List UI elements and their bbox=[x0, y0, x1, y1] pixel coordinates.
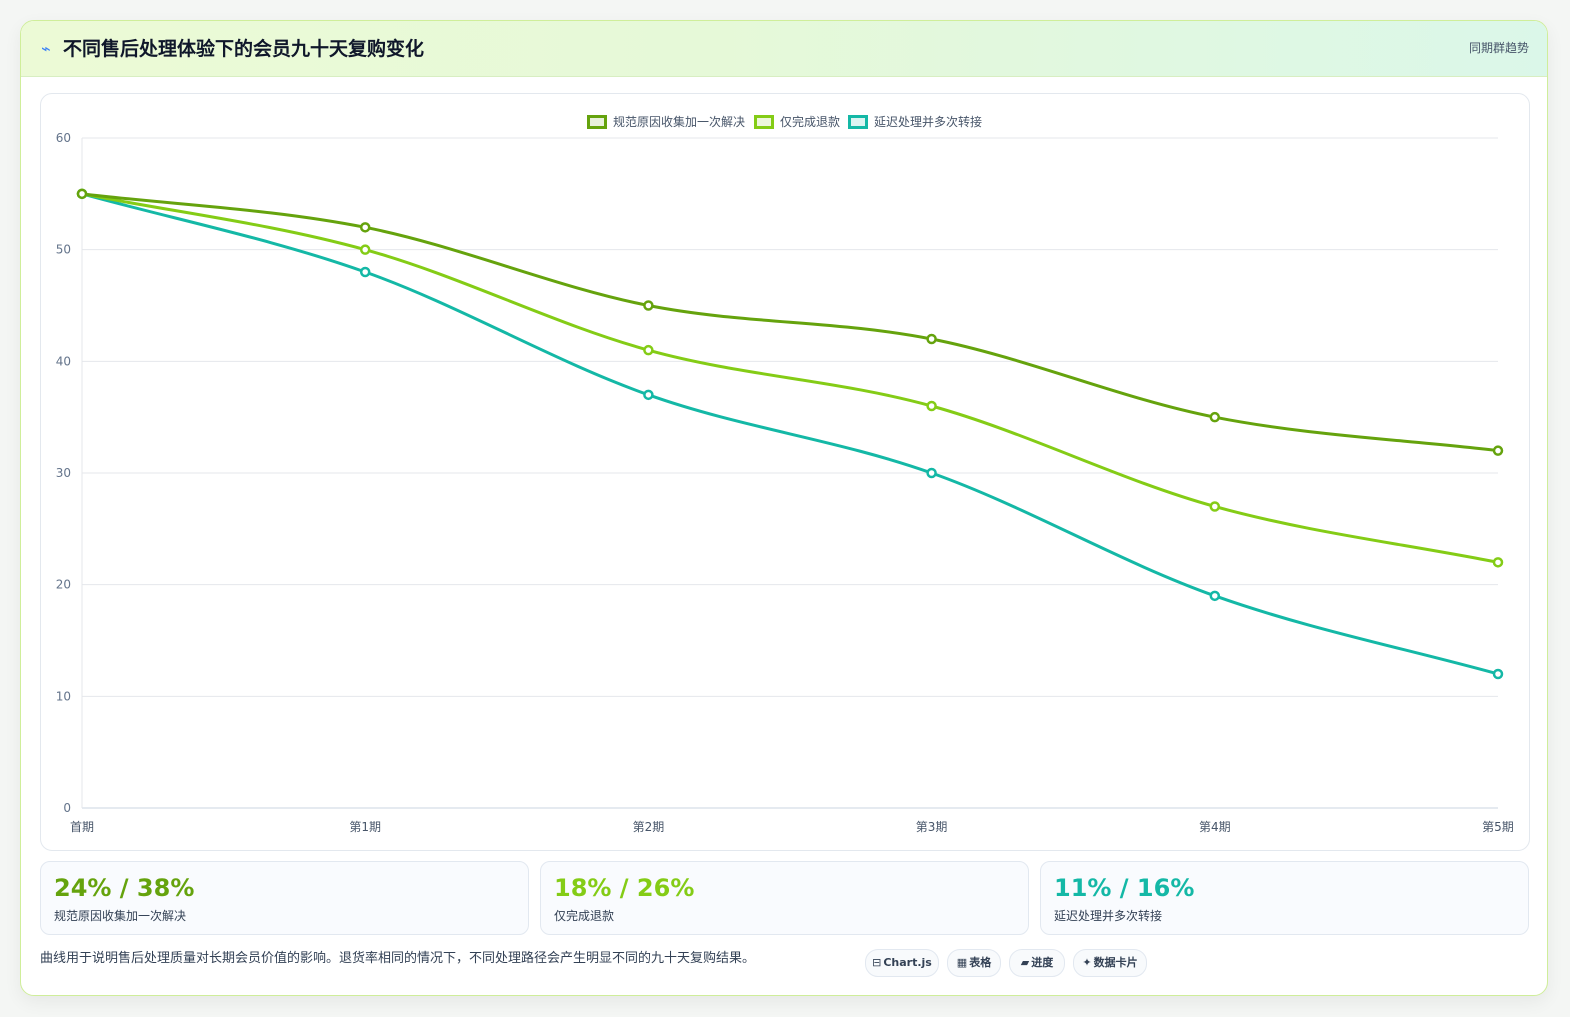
data-point bbox=[643, 344, 654, 356]
chart-panel: ⌁ 不同售后处理体验下的会员九十天复购变化 同期群趋势 0 10 20 30 40 50 6… bbox=[20, 20, 1548, 996]
chip-label: 表格 bbox=[969, 956, 992, 969]
data-point bbox=[1492, 557, 1504, 568]
chart-container: 0 10 20 30 40 50 60 首期 第1期 第2期 第3期 第4期 第5期 规范原因收集加一次解… bbox=[40, 93, 1530, 851]
legend-item: 仅完成退款 bbox=[754, 114, 840, 129]
x-tick-label: 第4期 bbox=[1199, 820, 1231, 834]
data-point bbox=[926, 333, 937, 345]
y-tick-label: 60 bbox=[56, 131, 71, 145]
kpi-label: 仅完成退款 bbox=[554, 909, 615, 923]
chip-label: 进度 bbox=[1031, 956, 1054, 969]
legend-label: 延迟处理并多次转接 bbox=[874, 114, 982, 129]
y-tick-label: 10 bbox=[56, 689, 71, 703]
data-point bbox=[643, 389, 654, 401]
legend-label: 仅完成退款 bbox=[780, 114, 840, 129]
data-point bbox=[1209, 590, 1221, 602]
chip-table[interactable]: ▦ 表格 bbox=[947, 949, 1001, 977]
legend-swatch bbox=[848, 115, 868, 129]
kpi-card-2: 18% / 26% 仅完成退款 bbox=[540, 861, 1029, 935]
kpi-label: 延迟处理并多次转接 bbox=[1054, 909, 1163, 923]
x-tick-label: 首期 bbox=[70, 820, 94, 834]
header-tag: 同期群趋势 bbox=[1468, 41, 1529, 55]
data-point bbox=[1209, 411, 1221, 423]
y-tick-label: 30 bbox=[56, 466, 71, 480]
kpi-card-1: 24% / 38% 规范原因收集加一次解决 bbox=[40, 861, 529, 935]
line-chart: 0 10 20 30 40 50 60 首期 第1期 第2期 第3期 第4期 第5期 规范原因收集加一次解… bbox=[56, 114, 1514, 834]
data-point bbox=[1492, 445, 1504, 456]
series-line bbox=[81, 192, 1499, 564]
chip-label: 数据卡片 bbox=[1093, 956, 1138, 969]
chip-chartjs[interactable]: ⊟ Chart.js bbox=[865, 949, 939, 977]
y-tick-label: 0 bbox=[63, 801, 71, 815]
series-line bbox=[81, 192, 1499, 453]
page-title: 不同售后处理体验下的会员九十天复购变化 bbox=[63, 38, 425, 60]
chip-label: Chart.js bbox=[883, 956, 932, 969]
kpi-label: 规范原因收集加一次解决 bbox=[54, 909, 187, 923]
chip-progress[interactable]: ▰ 进度 bbox=[1009, 949, 1065, 977]
table-icon: ▦ bbox=[956, 956, 968, 969]
x-tick-label: 第3期 bbox=[916, 820, 948, 834]
series-line bbox=[81, 192, 1499, 676]
data-point bbox=[643, 300, 654, 311]
legend-label: 规范原因收集加一次解决 bbox=[613, 114, 745, 129]
progress-icon: ▰ bbox=[1020, 956, 1030, 969]
kpi-value: 11% / 16% bbox=[1054, 874, 1195, 902]
kpi-value: 18% / 26% bbox=[554, 874, 695, 902]
data-point bbox=[359, 222, 371, 233]
data-point bbox=[359, 244, 371, 255]
kpi-card-3: 11% / 16% 延迟处理并多次转接 bbox=[1040, 861, 1529, 935]
x-tick-label: 第1期 bbox=[349, 820, 381, 834]
chip-data-cards[interactable]: ✦ 数据卡片 bbox=[1073, 949, 1147, 977]
data-point bbox=[1209, 501, 1221, 512]
y-tick-label: 40 bbox=[56, 354, 71, 368]
chart-icon: ⊟ bbox=[872, 956, 882, 969]
data-point bbox=[76, 188, 88, 200]
legend-item: 规范原因收集加一次解决 bbox=[587, 114, 745, 129]
data-point bbox=[359, 266, 371, 278]
x-tick-label: 第2期 bbox=[633, 820, 665, 834]
data-point bbox=[1492, 668, 1504, 680]
panel-header: ⌁ 不同售后处理体验下的会员九十天复购变化 同期群趋势 bbox=[21, 21, 1547, 77]
legend-item: 延迟处理并多次转接 bbox=[848, 114, 982, 129]
footer-note: 曲线用于说明售后处理质量对长期会员价值的影响。退货率相同的情况下，不同处理路径会… bbox=[40, 951, 756, 966]
legend-swatch bbox=[587, 115, 607, 129]
y-tick-label: 20 bbox=[56, 578, 71, 592]
data-point bbox=[926, 467, 937, 479]
x-tick-label: 第5期 bbox=[1482, 820, 1514, 834]
data-point bbox=[926, 400, 937, 412]
legend-swatch bbox=[754, 115, 774, 129]
kpi-value: 24% / 38% bbox=[54, 874, 195, 902]
bolt-icon: ⌁ bbox=[41, 39, 51, 58]
card-icon: ✦ bbox=[1082, 956, 1092, 969]
y-tick-label: 50 bbox=[56, 243, 71, 257]
